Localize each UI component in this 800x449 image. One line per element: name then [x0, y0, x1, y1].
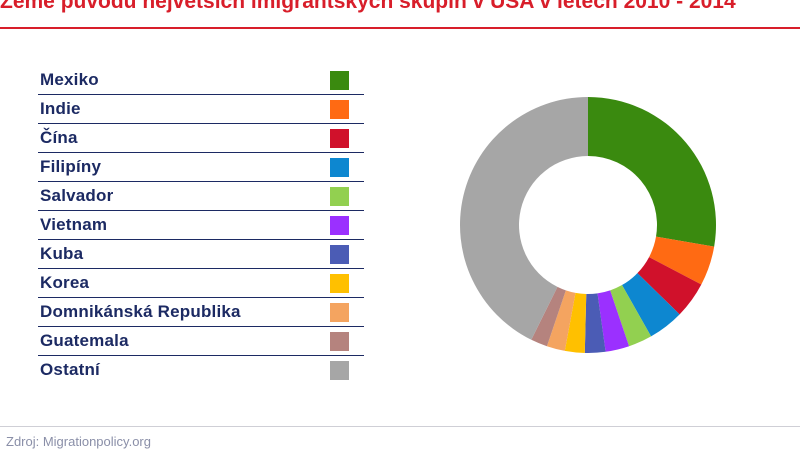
legend-swatch	[330, 274, 349, 293]
donut-slice	[588, 97, 716, 247]
legend-item: Domnikánská Republika	[38, 298, 364, 327]
donut-slice	[584, 293, 606, 353]
legend-label: Guatemala	[40, 331, 129, 350]
donut-slice	[649, 236, 715, 285]
chart-title: Země původu největších imigrantských sku…	[0, 0, 736, 13]
legend-label: Domnikánská Republika	[40, 302, 241, 321]
legend-swatch	[330, 303, 349, 322]
donut-slice	[546, 290, 576, 351]
legend-label: Salvador	[40, 186, 114, 205]
legend-label: Kuba	[40, 244, 84, 263]
legend-label: Čína	[40, 128, 78, 147]
legend-swatch	[330, 71, 349, 90]
legend-item: Guatemala	[38, 327, 364, 356]
legend-item: Filipíny	[38, 153, 364, 182]
legend-item: Ostatní	[38, 356, 364, 385]
legend-swatch	[330, 361, 349, 380]
legend-label: Ostatní	[40, 360, 100, 379]
donut-slice	[637, 257, 702, 315]
legend-item: Indie	[38, 95, 364, 124]
title-divider	[0, 27, 800, 29]
legend-label: Vietnam	[40, 215, 108, 234]
legend-swatch	[330, 216, 349, 235]
legend-item: Korea	[38, 269, 364, 298]
legend-swatch	[330, 100, 349, 119]
donut-slice	[610, 285, 652, 347]
legend-swatch	[330, 245, 349, 264]
source-note: Zdroj: Migrationpolicy.org	[6, 434, 151, 449]
chart-legend: Mexiko Indie Čína Filipíny Salvador Vietnam Ku…	[38, 66, 364, 385]
donut-slice	[531, 286, 566, 347]
legend-item: Čína	[38, 124, 364, 153]
donut-slice	[621, 273, 680, 337]
legend-label: Indie	[40, 99, 81, 118]
legend-label: Mexiko	[40, 70, 99, 89]
donut-slice	[564, 292, 587, 353]
legend-swatch	[330, 187, 349, 206]
footer-divider	[0, 426, 800, 427]
legend-swatch	[330, 332, 349, 351]
legend-item: Salvador	[38, 182, 364, 211]
legend-label: Korea	[40, 273, 90, 292]
legend-swatch	[330, 158, 349, 177]
legend-item: Kuba	[38, 240, 364, 269]
donut-chart	[460, 97, 716, 353]
legend-label: Filipíny	[40, 157, 102, 176]
legend-swatch	[330, 129, 349, 148]
donut-slice	[460, 97, 588, 340]
donut-slice	[597, 290, 630, 352]
legend-item: Vietnam	[38, 211, 364, 240]
legend-item: Mexiko	[38, 66, 364, 95]
